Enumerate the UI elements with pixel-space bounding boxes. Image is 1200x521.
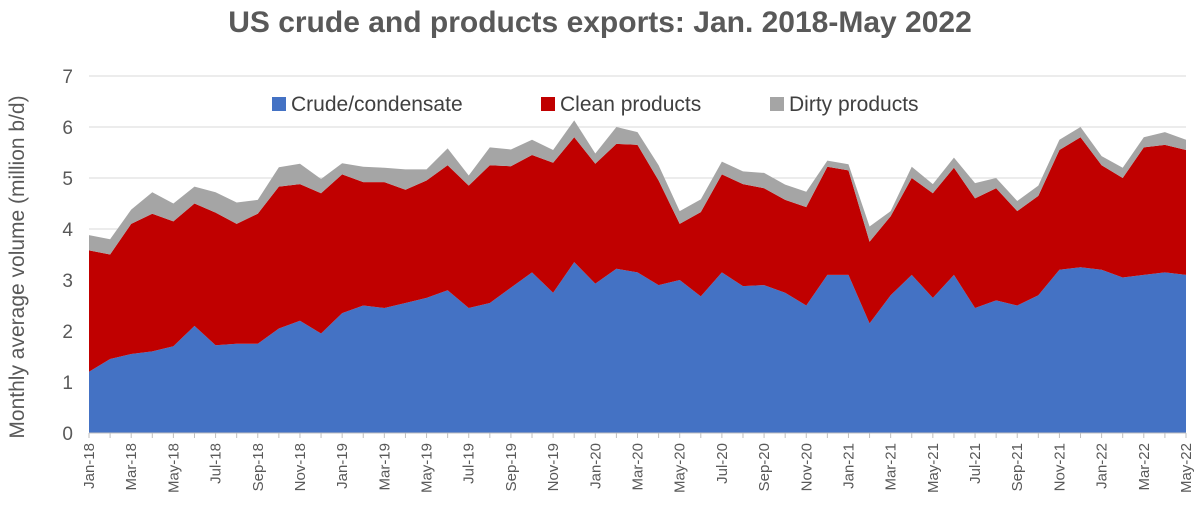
- x-tick-label: Jan-22: [1094, 443, 1111, 489]
- y-tick-label: 4: [62, 220, 73, 241]
- area-series-dirty-products: [89, 120, 1186, 255]
- x-tick-label: Sep-20: [756, 443, 773, 491]
- x-tick-label: Mar-18: [123, 443, 140, 491]
- y-tick-label: 3: [62, 271, 73, 292]
- legend-label-dirty-products: Dirty products: [789, 93, 919, 116]
- area-series-group: [89, 120, 1186, 433]
- x-tick-label: Jan-19: [334, 443, 351, 489]
- x-tick-label: Jul-21: [967, 443, 984, 484]
- x-tick-label: Jul-18: [208, 443, 225, 484]
- x-tick-label: Jul-19: [461, 443, 478, 484]
- x-tick-label: Nov-20: [798, 443, 815, 491]
- legend: Crude/condensate Clean products Dirty prod…: [272, 93, 919, 116]
- x-tick-label: May-18: [165, 443, 182, 493]
- x-tick-label: Mar-22: [1136, 443, 1153, 491]
- y-tick-label: 5: [62, 169, 73, 190]
- x-tick-label: Mar-19: [376, 443, 393, 491]
- x-tick-label: May-21: [925, 443, 942, 493]
- y-axis-label: Monthly average volume (million b/d): [6, 95, 29, 438]
- x-tick-label: May-20: [672, 443, 689, 493]
- legend-swatch-crude-condensate: [272, 97, 286, 111]
- y-tick-label: 1: [62, 373, 73, 394]
- chart-title: US crude and products exports: Jan. 2018…: [228, 6, 972, 39]
- x-tick-label: May-22: [1178, 443, 1195, 493]
- x-tick-label: Nov-18: [292, 443, 309, 491]
- area-series-clean-products: [89, 137, 1186, 372]
- x-tick-label: May-19: [419, 443, 436, 493]
- x-tick-label: Mar-21: [883, 443, 900, 491]
- y-tick-label: 0: [62, 424, 73, 445]
- y-tick-label: 2: [62, 322, 73, 343]
- x-tick-label: Jan-21: [840, 443, 857, 489]
- y-tick-label: 6: [62, 118, 73, 139]
- x-tick-label: Nov-19: [545, 443, 562, 491]
- x-tick-label: Mar-20: [630, 443, 647, 491]
- area-series-crude-condensate: [89, 262, 1186, 433]
- legend-label-crude-condensate: Crude/condensate: [291, 93, 463, 116]
- x-tick-label: Jul-20: [714, 443, 731, 484]
- legend-label-clean-products: Clean products: [560, 93, 701, 116]
- x-tick-label: Sep-19: [503, 443, 520, 491]
- x-tick-label: Nov-21: [1051, 443, 1068, 491]
- axes: 0 1 2 3 4 5 6 7 Jan-18 Mar-18 May-18 Jul-18 Sep-18 No…: [62, 67, 1195, 493]
- legend-swatch-clean-products: [541, 97, 555, 111]
- x-tick-label: Jan-20: [587, 443, 604, 489]
- x-tick-label: Sep-18: [250, 443, 267, 491]
- x-tick-label: Sep-21: [1009, 443, 1026, 491]
- x-tick-label: Jan-18: [81, 443, 98, 489]
- y-tick-label: 7: [62, 67, 73, 88]
- legend-swatch-dirty-products: [770, 97, 784, 111]
